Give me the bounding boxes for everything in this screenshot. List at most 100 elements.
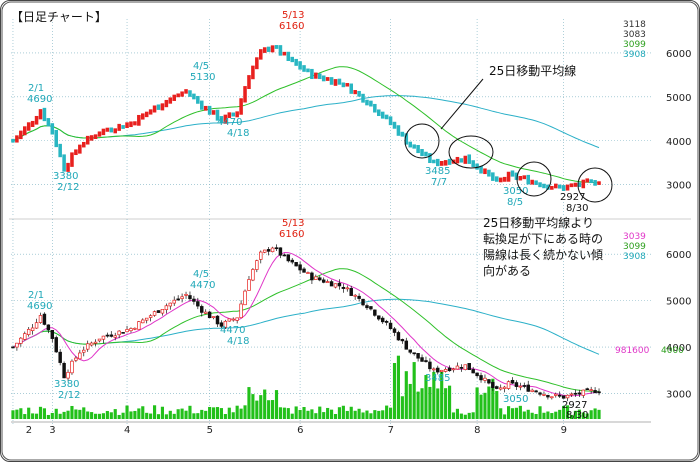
price-block: [262, 47, 267, 53]
price-block: [223, 114, 228, 124]
legend2-value-1: 3039: [623, 232, 646, 242]
candle-body: [82, 349, 86, 353]
volume-bar: [467, 412, 471, 419]
x-tick-label: 3: [49, 425, 55, 436]
candle-body: [538, 392, 542, 395]
y-tick-label: 5000: [666, 297, 691, 308]
volume-bar: [263, 389, 267, 419]
candle-body: [152, 311, 157, 316]
volume-bar: [78, 409, 82, 419]
price-block: [491, 172, 495, 181]
volume-bar: [101, 413, 106, 419]
ma-25-line: [12, 268, 600, 392]
volume-bar: [514, 407, 519, 419]
candle-body: [11, 346, 15, 349]
volume-bar: [50, 412, 54, 419]
price-block: [506, 171, 511, 182]
candle-body: [243, 290, 247, 306]
volume-bar: [329, 409, 334, 419]
candle-body: [459, 367, 464, 369]
volume-bar: [585, 413, 589, 419]
price-block: [518, 175, 523, 181]
volume-bar: [58, 413, 62, 419]
price-block: [321, 75, 326, 82]
price-block: [455, 156, 460, 164]
price-block: [357, 90, 361, 97]
candle-body: [561, 395, 566, 399]
volume-bar: [133, 410, 137, 419]
volume-bar: [121, 412, 125, 419]
price-block: [26, 122, 31, 131]
candle-body: [424, 360, 428, 363]
price-block: [514, 172, 519, 180]
ann-2-1-value: 4690: [27, 94, 52, 105]
candle-body: [451, 368, 456, 371]
price-block: [243, 86, 247, 103]
candle-body: [569, 393, 574, 396]
volume-bar: [62, 411, 66, 419]
volume-bar: [141, 406, 145, 419]
price-block: [593, 180, 597, 186]
candle-body: [565, 394, 570, 399]
legend2-value-3: 3908: [623, 252, 646, 262]
price-block: [329, 77, 334, 85]
price-block: [270, 45, 275, 53]
candle-body: [471, 369, 475, 374]
candle-body: [231, 318, 235, 321]
price-block: [534, 180, 538, 185]
volume-bar: [19, 408, 23, 419]
candle-body: [400, 339, 405, 342]
price-block: [180, 91, 184, 97]
volume-bar: [530, 412, 534, 419]
x-tick-label: 7: [388, 425, 394, 436]
candle-body: [491, 381, 495, 388]
volume-bar: [444, 388, 448, 419]
candle-body: [121, 332, 125, 334]
ann2-4-5-date: 4/5: [193, 269, 209, 280]
volume-bar: [503, 414, 507, 419]
price-block: [557, 184, 562, 189]
ma-label: 25日移動平均線: [489, 63, 576, 78]
candle-body: [573, 392, 578, 395]
price-block: [54, 129, 59, 148]
volume-bar: [463, 414, 467, 419]
y-tick-label: 4000: [666, 343, 691, 354]
ma-25-line: [12, 66, 600, 184]
price-block: [137, 114, 141, 126]
ann2-5-13-date: 5/13: [282, 218, 304, 229]
ann-2-1-date: 2/1: [28, 83, 44, 94]
ann-8-30-date: 8/30: [566, 203, 588, 214]
price-block: [156, 104, 161, 110]
candle-body: [196, 301, 200, 307]
volume-bar: [239, 408, 243, 419]
price-block: [467, 154, 472, 164]
candle-body: [377, 315, 381, 320]
price-block: [416, 145, 420, 154]
price-block: [502, 176, 507, 182]
y-tick-label: 3000: [666, 181, 691, 192]
volume-bar: [357, 408, 361, 419]
volume-bar: [589, 410, 593, 419]
top-moving-averages: [12, 66, 600, 184]
volume-bar: [42, 408, 47, 419]
volume-bar: [235, 405, 239, 419]
candle-body: [341, 286, 346, 289]
price-block: [487, 169, 491, 177]
price-block: [42, 107, 47, 122]
price-block: [428, 153, 432, 164]
candle-body: [294, 262, 298, 267]
candle-body: [137, 321, 141, 330]
volume-bar: [274, 390, 279, 419]
candle-body: [436, 367, 440, 373]
ann-4-5-date: 4/5: [193, 61, 209, 72]
volume-bar: [282, 407, 286, 419]
candle-body: [117, 330, 121, 336]
candle-body: [219, 322, 224, 327]
price-block: [408, 141, 413, 148]
volume-bar: [322, 412, 326, 419]
candle-body: [278, 247, 283, 256]
ann-4-5-value: 5130: [190, 72, 215, 83]
price-block: [148, 109, 153, 115]
x-tick-label: 2: [26, 425, 32, 436]
legend-value-1: 3118: [623, 20, 646, 30]
